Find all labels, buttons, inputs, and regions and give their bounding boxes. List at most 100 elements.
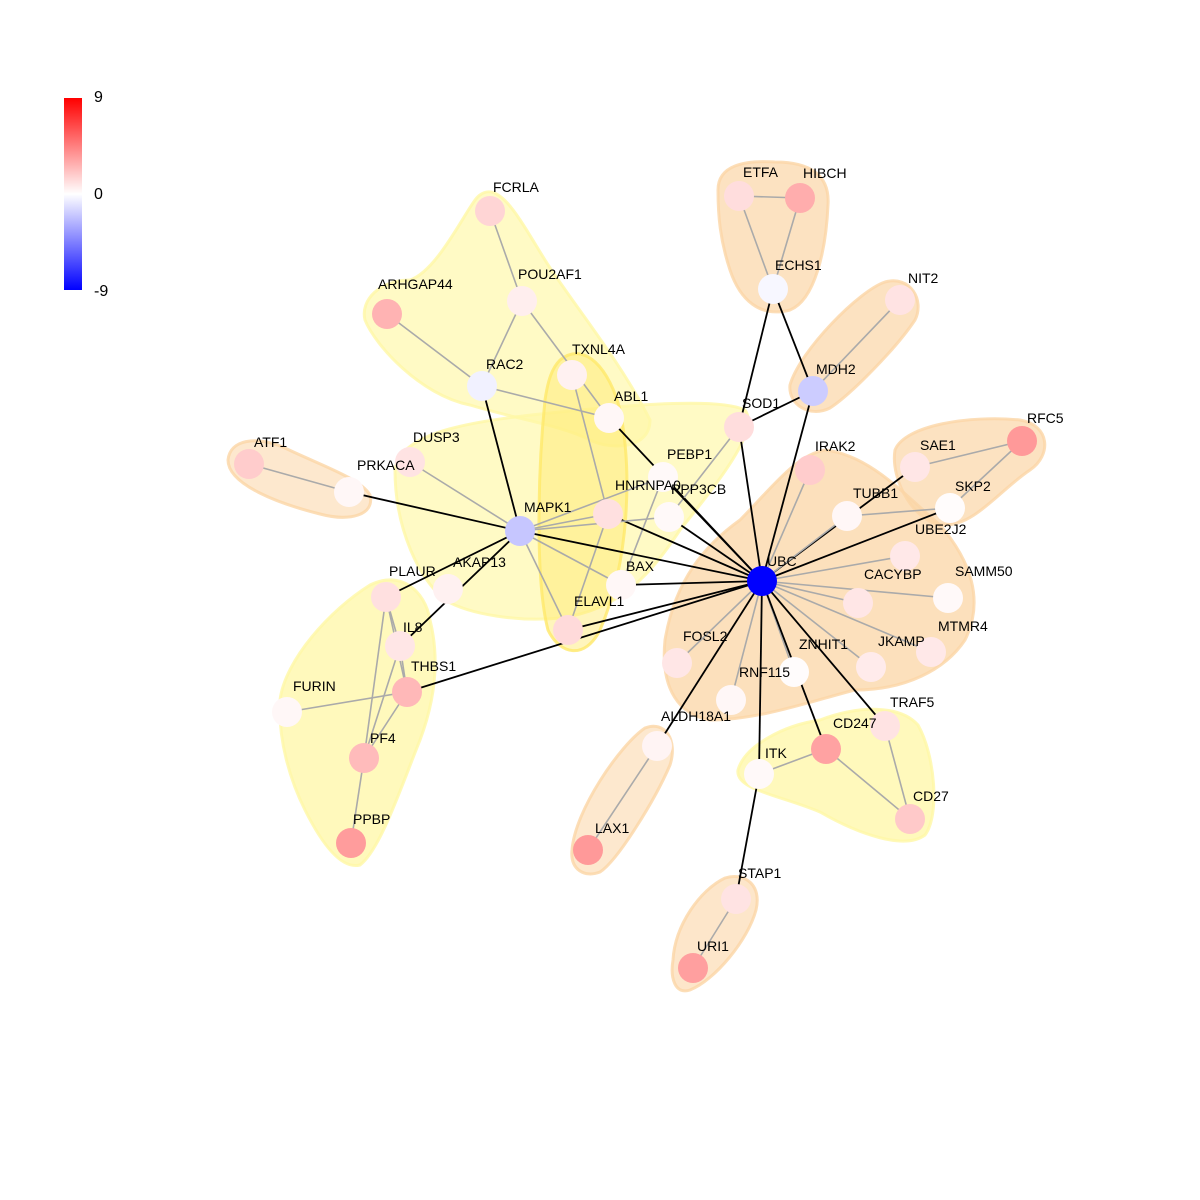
edges-layer <box>248 195 1023 969</box>
scale-min-label: -9 <box>94 283 109 300</box>
node-label-jkamp: JKAMP <box>878 633 925 649</box>
edge-rfc5-sae1 <box>914 440 1023 468</box>
node-mtmr4[interactable] <box>916 637 946 667</box>
node-label-rnf115: RNF115 <box>739 664 790 680</box>
edge-rac2-mapk1 <box>481 385 521 532</box>
node-skp2[interactable] <box>935 493 965 523</box>
edge-mtmr4-ubc <box>761 580 932 653</box>
node-label-ubc: UBC <box>767 553 797 569</box>
edge-cacybp-ubc <box>761 580 859 604</box>
node-irak2[interactable] <box>795 455 825 485</box>
edge-nit2-mdh2 <box>812 299 901 392</box>
node-label-etfa: ETFA <box>743 164 779 180</box>
node-akap13[interactable] <box>433 574 463 604</box>
edge-ube2j2-ubc <box>761 555 906 582</box>
node-thbs1[interactable] <box>392 677 422 707</box>
node-znhit1[interactable] <box>779 657 809 687</box>
edge-mapk1-elavl1 <box>519 530 569 631</box>
edge-jkamp-ubc <box>761 580 872 668</box>
node-label-arhgap44: ARHGAP44 <box>378 276 453 292</box>
node-cd247[interactable] <box>811 734 841 764</box>
node-label-znhit1: ZNHIT1 <box>799 636 848 652</box>
edge-echs1-mdh2 <box>772 288 814 392</box>
node-rnf115[interactable] <box>716 685 746 715</box>
node-echs1[interactable] <box>758 274 788 304</box>
node-label-abl1: ABL1 <box>614 388 648 404</box>
node-bax[interactable] <box>606 570 636 600</box>
edge-mapk1-ubc <box>519 530 763 582</box>
edge-rnf115-ubc <box>730 580 763 701</box>
node-atf1[interactable] <box>234 449 264 479</box>
node-label-mdh2: MDH2 <box>816 361 856 377</box>
edge-cd247-cd27 <box>825 748 911 820</box>
labels-layer: FCRLA POU2AF1 ARHGAP44 RAC2 TXNL4A ABL1 ETFA HI… <box>254 164 1064 954</box>
node-lax1[interactable] <box>573 835 603 865</box>
node-arhgap44[interactable] <box>372 299 402 329</box>
node-traf5[interactable] <box>870 711 900 741</box>
node-ppp3cb[interactable] <box>654 502 684 532</box>
node-label-aldh18a1: ALDH18A1 <box>661 708 731 724</box>
node-pou2af1[interactable] <box>507 286 537 316</box>
node-label-akap13: AKAP13 <box>453 554 506 570</box>
node-label-itk: ITK <box>765 745 787 761</box>
node-ube2j2[interactable] <box>890 541 920 571</box>
node-label-sae1: SAE1 <box>920 437 956 453</box>
node-ubc[interactable] <box>747 566 777 596</box>
node-label-il8: IL8 <box>403 619 423 635</box>
edge-mapk1-bax <box>519 530 622 586</box>
module-hull-ubc <box>662 448 976 722</box>
node-pebp1[interactable] <box>648 462 678 492</box>
node-rfc5[interactable] <box>1007 426 1037 456</box>
node-samm50[interactable] <box>933 583 963 613</box>
edge-sod1-ppp3cb <box>668 426 740 518</box>
edge-mapk1-plaur <box>385 530 521 598</box>
node-label-lax1: LAX1 <box>595 820 629 836</box>
node-itk[interactable] <box>744 759 774 789</box>
node-pf4[interactable] <box>349 743 379 773</box>
node-jkamp[interactable] <box>856 652 886 682</box>
node-aldh18a1[interactable] <box>642 731 672 761</box>
node-mapk1[interactable] <box>505 516 535 546</box>
node-etfa[interactable] <box>724 181 754 211</box>
node-label-hnrnpa0: HNRNPA0 <box>615 477 681 493</box>
edge-pebp1-bax <box>620 476 664 586</box>
node-sae1[interactable] <box>900 452 930 482</box>
node-label-stap1: STAP1 <box>738 865 782 881</box>
node-uri1[interactable] <box>678 953 708 983</box>
node-stap1[interactable] <box>721 884 751 914</box>
edge-ppp3cb-mapk1 <box>519 516 670 532</box>
node-elavl1[interactable] <box>553 615 583 645</box>
node-cd27[interactable] <box>895 804 925 834</box>
scale-max-label: 9 <box>94 89 103 106</box>
edge-furin-thbs1 <box>286 691 408 713</box>
node-label-fosl2: FOSL2 <box>683 628 728 644</box>
node-nit2[interactable] <box>885 285 915 315</box>
node-txnl4a[interactable] <box>557 360 587 390</box>
node-prkaca[interactable] <box>334 477 364 507</box>
node-mdh2[interactable] <box>798 376 828 406</box>
node-label-atf1: ATF1 <box>254 434 287 450</box>
edge-etfa-echs1 <box>738 195 774 290</box>
edge-traf5-ubc <box>761 580 886 727</box>
node-furin[interactable] <box>272 697 302 727</box>
edge-arhgap44-rac2 <box>386 313 483 387</box>
node-rac2[interactable] <box>467 371 497 401</box>
scale-mid-label: 0 <box>94 186 103 203</box>
node-abl1[interactable] <box>594 403 624 433</box>
node-fosl2[interactable] <box>662 648 692 678</box>
color-scale-bar <box>64 98 82 290</box>
node-label-cacybp: CACYBP <box>864 566 922 582</box>
node-hibch[interactable] <box>785 183 815 213</box>
node-dusp3[interactable] <box>395 447 425 477</box>
node-ppbp[interactable] <box>336 828 366 858</box>
node-hnrnpa0[interactable] <box>593 499 623 529</box>
edge-il8-pf4 <box>363 645 401 759</box>
node-il8[interactable] <box>385 631 415 661</box>
node-label-tubb1: TUBB1 <box>853 485 898 501</box>
node-label-echs1: ECHS1 <box>775 257 822 273</box>
node-tubb1[interactable] <box>832 501 862 531</box>
node-plaur[interactable] <box>371 582 401 612</box>
node-cacybp[interactable] <box>843 588 873 618</box>
node-sod1[interactable] <box>724 412 754 442</box>
node-fcrla[interactable] <box>475 196 505 226</box>
